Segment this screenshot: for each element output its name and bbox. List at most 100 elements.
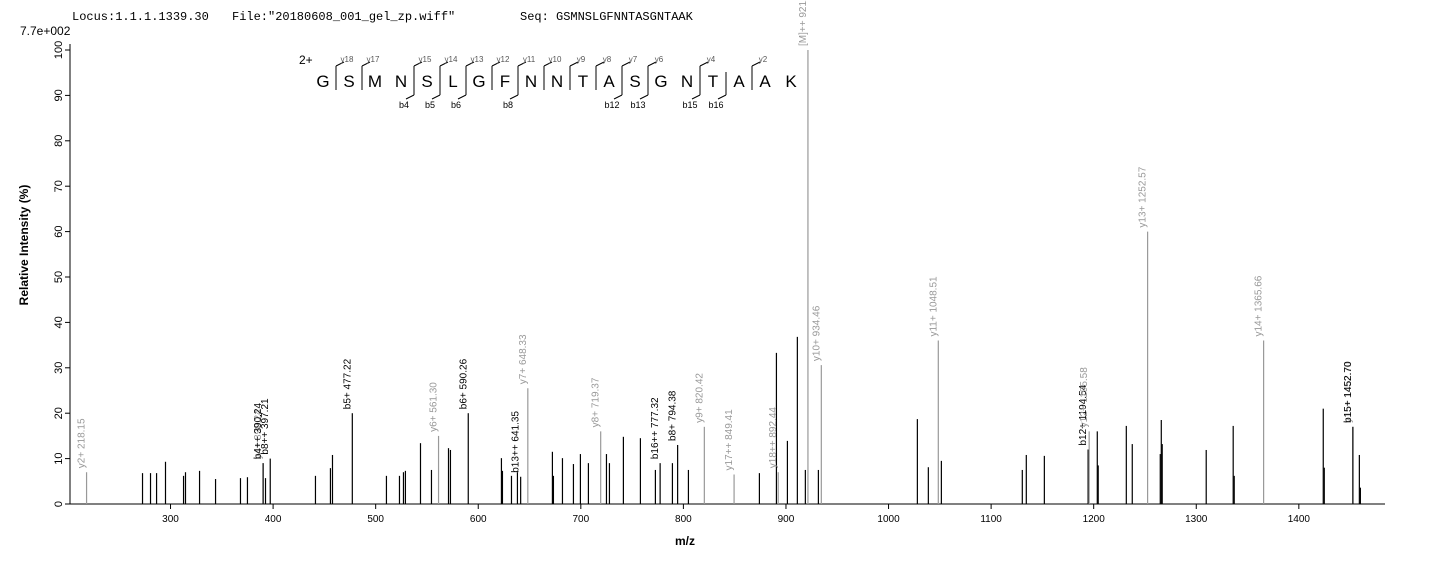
- locus: Locus:1.1.1.1339.30: [72, 10, 209, 24]
- y-ion-label: y9: [577, 55, 586, 64]
- b-ion-label: b13: [630, 100, 645, 110]
- y-ion-label: y10: [549, 55, 562, 64]
- y-ion-bracket: [751, 61, 761, 67]
- y-tick-label: 0: [53, 501, 65, 507]
- y-tick-label: 60: [53, 225, 65, 237]
- y-ion-label: y13: [471, 55, 484, 64]
- peak-label: y2+ 218.15: [77, 418, 88, 468]
- y-ion-label: y14: [445, 55, 458, 64]
- y-ion-label: y8: [603, 55, 612, 64]
- y-tick-label: 10: [53, 452, 65, 464]
- b-ion-label: b16: [708, 100, 723, 110]
- y-ion-bracket: [517, 61, 527, 67]
- y-ion-bracket: [543, 61, 553, 67]
- peak-label: y4+ 390.24: [253, 409, 264, 459]
- residue: S: [343, 72, 354, 91]
- x-tick-label: 400: [265, 514, 282, 525]
- peak-label: y18++ 892.44: [768, 407, 779, 469]
- y-tick-label: 20: [53, 407, 65, 419]
- y-ion-bracket: [439, 61, 449, 67]
- peak-label: y17++ 849.41: [724, 409, 735, 471]
- residue: T: [578, 72, 588, 91]
- peak-label: y12+ 1195.58: [1079, 367, 1090, 428]
- peak-label: y9+ 820.42: [694, 373, 705, 423]
- peak-label: y8+ 719.37: [591, 377, 602, 427]
- y-ion-label: y17: [367, 55, 380, 64]
- y-ion-bracket: [569, 61, 579, 67]
- x-tick-label: 1100: [980, 514, 1002, 525]
- y-ion-bracket: [491, 61, 501, 67]
- residue: L: [448, 72, 457, 91]
- residue: G: [316, 72, 329, 91]
- x-tick-label: 300: [162, 514, 179, 525]
- y-tick-label: 80: [53, 135, 65, 147]
- y-ion-label: y15: [419, 55, 432, 64]
- y-ion-bracket: [647, 61, 657, 67]
- residue: T: [708, 72, 718, 91]
- b-ion-bracket: [457, 94, 467, 100]
- peak-label: b12+ 1194.54: [1078, 384, 1089, 445]
- y-ion-bracket: [361, 61, 371, 67]
- residue: F: [500, 72, 510, 91]
- b-ion-bracket: [509, 94, 519, 100]
- b-ion-label: b6: [451, 100, 461, 110]
- residue: K: [785, 72, 797, 91]
- y-ion-label: y7: [629, 55, 638, 64]
- peak-label: y11+ 1048.51: [928, 276, 939, 337]
- y-tick-label: 90: [53, 89, 65, 101]
- b-ion-bracket: [613, 94, 623, 100]
- peak-label: y15+ 1452.70: [1343, 361, 1354, 422]
- residue: M: [368, 72, 382, 91]
- residue: G: [472, 72, 485, 91]
- peak-label: b8++ 397.21: [260, 398, 271, 455]
- peak-label: b6+ 590.26: [458, 358, 469, 409]
- y-ion-label: y11: [523, 55, 536, 64]
- b-ion-label: b4: [399, 100, 409, 110]
- y-ion-bracket: [699, 61, 709, 67]
- peak-label: y13+ 1252.57: [1138, 166, 1149, 227]
- peak-label: b16++ 777.32: [650, 397, 661, 459]
- x-tick-label: 500: [367, 514, 384, 525]
- x-tick-label: 1000: [877, 514, 900, 525]
- x-tick-label: 900: [778, 514, 795, 525]
- y-ion-bracket: [335, 61, 345, 67]
- sequence: Seq: GSMNSLGFNNTASGNTAAK: [520, 10, 694, 24]
- y-tick-label: 40: [53, 316, 65, 328]
- y-ion-bracket: [595, 61, 605, 67]
- residue: A: [733, 72, 745, 91]
- residue: N: [395, 72, 407, 91]
- peak-label: b4++ 390.24: [253, 403, 264, 460]
- x-tick-label: 1300: [1185, 514, 1208, 525]
- peak-label: [M]++ 921.42: [798, 0, 809, 46]
- x-tick-label: 600: [470, 514, 487, 525]
- scale: 7.7e+002: [20, 24, 71, 38]
- y-ion-label: y6: [655, 55, 664, 64]
- residue: S: [421, 72, 432, 91]
- y-tick-label: 100: [53, 41, 65, 59]
- b-ion-bracket: [691, 94, 701, 100]
- y-ion-bracket: [413, 61, 423, 67]
- y-tick-label: 50: [53, 271, 65, 283]
- b-ion-bracket: [405, 94, 415, 100]
- b-ion-label: b12: [604, 100, 619, 110]
- x-axis-label: m/z: [675, 534, 695, 548]
- residue: G: [654, 72, 667, 91]
- x-tick-label: 700: [572, 514, 589, 525]
- y-axis-label: Relative Intensity (%): [17, 185, 31, 306]
- y-ion-label: y18: [341, 55, 354, 64]
- residue: A: [759, 72, 771, 91]
- b-ion-bracket: [431, 94, 441, 100]
- residue: N: [525, 72, 537, 91]
- residue: A: [603, 72, 615, 91]
- peak-label: y14+ 1365.66: [1254, 275, 1265, 336]
- y-ion-label: y12: [497, 55, 510, 64]
- b-ion-bracket: [639, 94, 649, 100]
- peak-label: y10+ 934.46: [811, 305, 822, 361]
- peak-label: b8+ 794.38: [668, 390, 679, 441]
- y-ion-label: y2: [759, 55, 768, 64]
- b-ion-label: b5: [425, 100, 435, 110]
- peak-label: b5+ 477.22: [342, 358, 353, 409]
- peak-label: b13++ 641.35: [511, 411, 522, 473]
- b-ion-label: b15: [682, 100, 697, 110]
